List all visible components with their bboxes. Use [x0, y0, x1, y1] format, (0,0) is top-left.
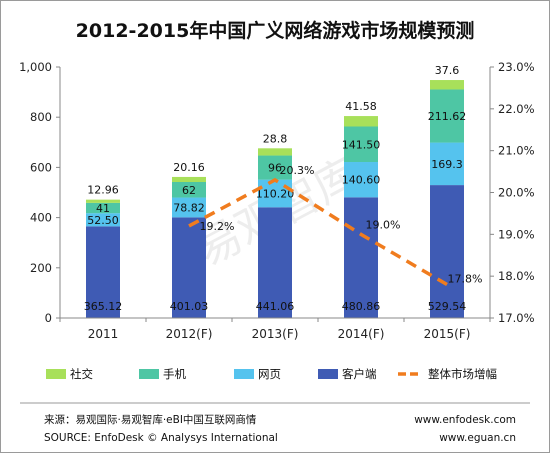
footer-url-enfodesk: www.enfodesk.com [414, 414, 516, 426]
bar-0-0 [86, 226, 120, 318]
footer-url-eguan: www.eguan.cn [439, 432, 516, 444]
y-right-tick-label: 19.0% [498, 227, 535, 241]
footer-source-en: SOURCE: EnfoDesk © Analysys Internationa… [44, 432, 278, 444]
data-label-1-0: 52.50 [87, 214, 119, 227]
data-label-1-2: 110.20 [256, 187, 295, 200]
data-label-0-1: 401.03 [170, 300, 209, 313]
growth-label-0: 19.2% [200, 220, 235, 233]
data-label-0-3: 480.86 [342, 300, 381, 313]
bar-2-0 [86, 202, 120, 214]
chart-title: 2012-2015年中国广义网络游戏市场规模预测 [76, 19, 475, 42]
y-left-tick-label: 600 [30, 160, 52, 174]
y-right-tick-label: 17.0% [498, 311, 535, 325]
legend-label-1: 手机 [163, 367, 186, 381]
y-right-tick-label: 22.0% [498, 102, 535, 116]
growth-label-2: 19.0% [366, 218, 401, 231]
data-label-0-2: 441.06 [256, 300, 295, 313]
bar-3-1 [172, 176, 206, 182]
data-label-0-0: 365.12 [84, 300, 123, 313]
bar-2-3 [344, 126, 378, 163]
legend-label-4: 整体市场增幅 [428, 367, 497, 381]
data-label-3-3: 41.58 [345, 100, 377, 113]
x-tick-label: 2011 [88, 327, 119, 341]
data-label-3-1: 20.16 [173, 161, 205, 174]
data-label-2-3: 141.50 [342, 138, 381, 151]
y-right-tick-label: 21.0% [498, 144, 535, 158]
legend-label-0: 社交 [70, 367, 93, 381]
y-left-tick-label: 400 [30, 211, 52, 225]
legend-label-2: 网页 [258, 367, 281, 381]
y-left-tick-label: 200 [30, 261, 52, 275]
legend-label-3: 客户端 [342, 367, 377, 381]
bar-2-4 [430, 89, 464, 143]
y-left-tick-label: 1,000 [19, 60, 52, 74]
bar-0-2 [258, 207, 292, 318]
x-tick-label: 2014(F) [338, 327, 385, 341]
data-label-3-0: 12.96 [87, 184, 119, 197]
bar-1-2 [258, 179, 292, 208]
y-right-tick-label: 18.0% [498, 269, 535, 283]
bar-2-1 [172, 181, 206, 198]
growth-line-layer: 19.2% 20.3% 19.0% 17.8% [188, 164, 483, 287]
axes-layer: 0 200 400 600 800 1,000 17.0% 18.0% 19.0% 20.0% 21… [19, 60, 535, 341]
bar-3-3 [344, 116, 378, 127]
growth-line [188, 177, 448, 287]
data-label-2-4: 211.62 [428, 110, 467, 123]
bar-0-1 [172, 217, 206, 318]
y-right-tick-label: 20.0% [498, 186, 535, 200]
legend-swatch-3 [318, 369, 338, 379]
data-label-2-1: 62 [182, 184, 196, 197]
bar-1-4 [430, 142, 464, 186]
bar-1-1 [172, 197, 206, 218]
plot-area: 易观智库 365.1252.504112.96401.0378.826220.1… [19, 60, 535, 341]
bar-2-2 [258, 155, 292, 180]
legend-swatch-0 [46, 369, 66, 379]
data-label-1-4: 169.3 [431, 158, 463, 171]
y-left-tick-label: 800 [30, 110, 52, 124]
data-label-0-4: 529.54 [428, 300, 467, 313]
bar-3-0 [86, 199, 120, 203]
footer-source-cn: 来源：易观国际·易观智库·eBI中国互联网商情 [44, 413, 257, 426]
x-tick-label: 2015(F) [424, 327, 471, 341]
growth-label-1: 20.3% [280, 164, 315, 177]
legend-swatch-1 [139, 369, 159, 379]
data-label-3-4: 37.6 [435, 64, 460, 77]
bar-1-3 [344, 162, 378, 198]
x-tick-label: 2013(F) [252, 327, 299, 341]
y-left-tick-label: 0 [45, 311, 52, 325]
x-tick-label: 2012(F) [166, 327, 213, 341]
y-right-tick-label: 23.0% [498, 60, 535, 74]
bar-3-4 [430, 80, 464, 90]
bar-3-2 [258, 148, 292, 156]
data-label-1-3: 140.60 [342, 174, 381, 187]
data-label-2-0: 41 [96, 202, 110, 215]
legend: 社交 手机 网页 客户端 整体市场增幅 [46, 367, 497, 381]
legend-swatch-2 [234, 369, 254, 379]
data-label-2-2: 96 [268, 162, 282, 175]
data-label-1-1: 78.82 [173, 201, 205, 214]
bar-0-3 [344, 197, 378, 318]
bar-1-0 [86, 213, 120, 227]
data-label-3-2: 28.8 [263, 132, 288, 145]
growth-label-3: 17.8% [448, 273, 483, 286]
bar-0-4 [430, 185, 464, 318]
